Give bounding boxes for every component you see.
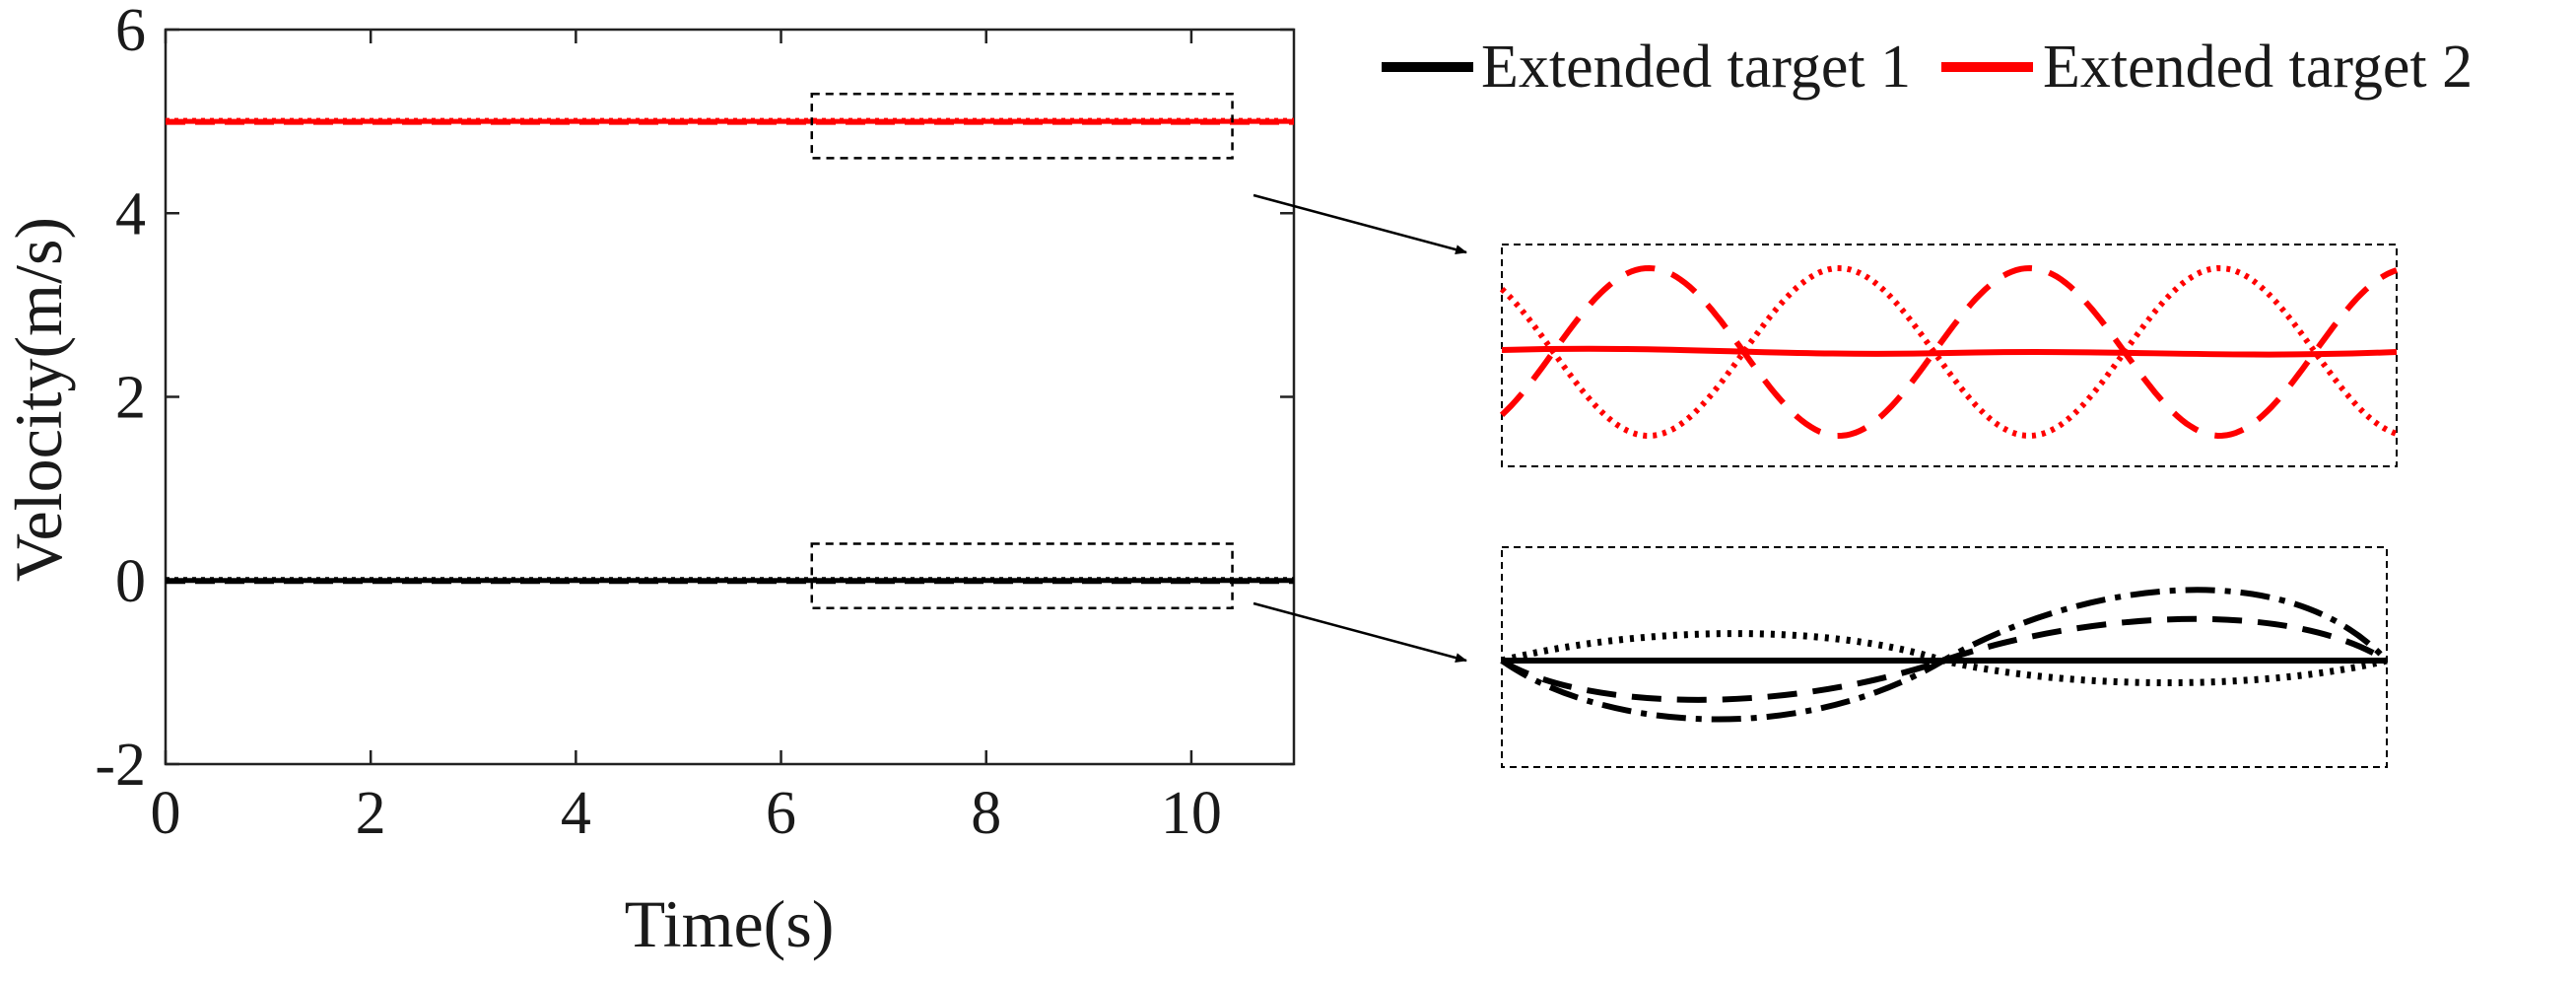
x-tick-label: 6 (766, 780, 796, 847)
x-tick-label: 2 (356, 780, 386, 847)
inset-target-1 (1500, 546, 2390, 768)
legend-label-target-1: Extended target 1 (1481, 34, 1911, 101)
legend-label-target-2: Extended target 2 (2043, 34, 2473, 101)
zoom-box (810, 542, 1234, 609)
y-ticks: -2 0 2 4 6 (95, 0, 1294, 799)
series-layer (166, 117, 1294, 585)
x-tick-label: 8 (971, 780, 1001, 847)
inset-target-2 (1499, 244, 2399, 467)
zoom-arrow-target-1 (1253, 601, 1467, 663)
inset-red-dashed-line (1499, 264, 2399, 440)
series-1 (166, 577, 1294, 585)
inset-frame-target-2 (1501, 244, 2398, 467)
y-tick-label: 2 (115, 365, 146, 432)
y-tick-label: 0 (115, 548, 146, 615)
inset-red-dotted-line (1499, 264, 2399, 440)
series-2 (166, 117, 1294, 125)
y-axis-label: Velocity(m/s) (1, 217, 76, 582)
zoom-box (810, 92, 1234, 160)
x-tick-label: 0 (151, 780, 181, 847)
zoom-boxes (810, 92, 1234, 609)
plot-frame (164, 28, 1296, 766)
x-tick-label: 10 (1161, 780, 1222, 847)
inset-black-dashdot-line (1500, 587, 2390, 723)
inset-black-dashed-line (1500, 615, 2389, 703)
y-tick-label: 6 (115, 0, 146, 64)
zoom-arrow-target-2 (1253, 193, 1467, 254)
y-tick-label: 4 (115, 180, 146, 247)
legend: Extended target 1 Extended target 2 (1382, 34, 2473, 101)
y-tick-label: -2 (95, 732, 146, 799)
x-ticks: 0 2 4 6 8 10 (151, 30, 1222, 847)
x-axis-label: Time(s) (625, 886, 835, 961)
x-tick-label: 4 (561, 780, 591, 847)
inset-red-solid-line (1501, 345, 2398, 358)
